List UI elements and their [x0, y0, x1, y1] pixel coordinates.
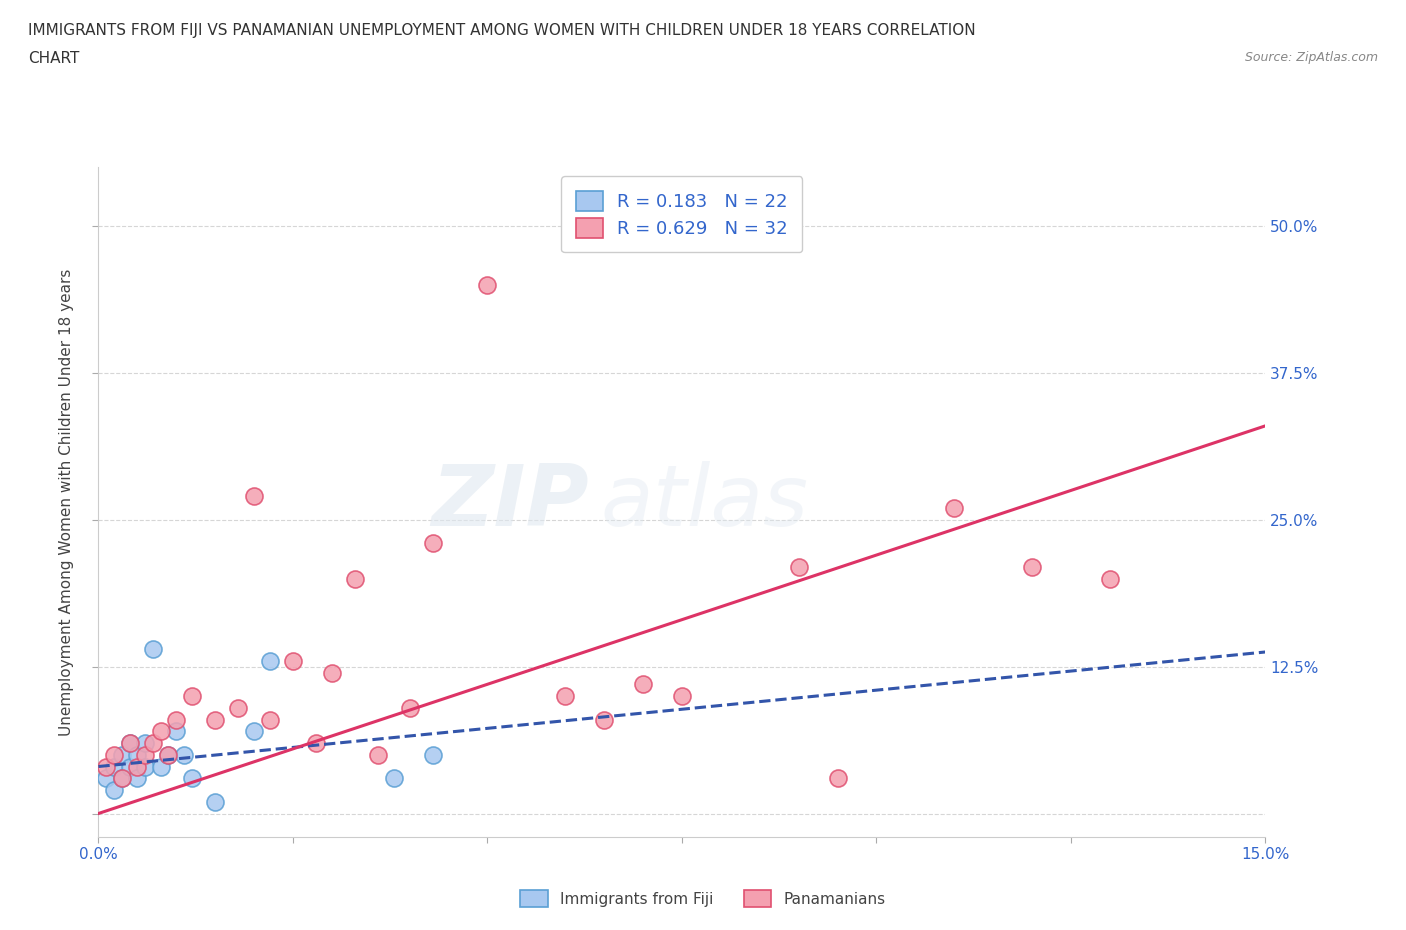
Point: [134, 736, 156, 751]
Point: [631, 677, 654, 692]
Point: [111, 748, 134, 763]
Point: [382, 771, 405, 786]
Point: [118, 759, 141, 774]
Point: [103, 782, 125, 797]
Point: [103, 748, 125, 763]
Y-axis label: Unemployment Among Women with Children Under 18 years: Unemployment Among Women with Children U…: [59, 269, 75, 736]
Legend: R = 0.183   N = 22, R = 0.629   N = 32: R = 0.183 N = 22, R = 0.629 N = 32: [561, 177, 803, 252]
Point: [827, 771, 849, 786]
Text: ZIP: ZIP: [430, 460, 589, 544]
Point: [157, 748, 180, 763]
Legend: Immigrants from Fiji, Panamanians: Immigrants from Fiji, Panamanians: [515, 884, 891, 913]
Point: [134, 759, 156, 774]
Point: [305, 736, 328, 751]
Point: [367, 748, 389, 763]
Text: Source: ZipAtlas.com: Source: ZipAtlas.com: [1244, 51, 1378, 64]
Point: [243, 489, 266, 504]
Point: [593, 712, 616, 727]
Point: [173, 748, 195, 763]
Point: [127, 771, 149, 786]
Point: [134, 748, 156, 763]
Text: atlas: atlas: [600, 460, 808, 544]
Text: CHART: CHART: [28, 51, 80, 66]
Point: [204, 794, 226, 809]
Point: [96, 771, 118, 786]
Point: [554, 688, 576, 703]
Point: [127, 748, 149, 763]
Point: [165, 724, 187, 738]
Point: [118, 736, 141, 751]
Point: [96, 759, 118, 774]
Point: [142, 736, 165, 751]
Point: [671, 688, 693, 703]
Point: [243, 724, 266, 738]
Point: [180, 771, 202, 786]
Point: [165, 712, 187, 727]
Point: [787, 559, 810, 574]
Point: [149, 724, 172, 738]
Point: [422, 536, 444, 551]
Point: [259, 654, 281, 669]
Point: [477, 277, 499, 292]
Point: [111, 771, 134, 786]
Point: [127, 759, 149, 774]
Point: [118, 736, 141, 751]
Point: [142, 642, 165, 657]
Point: [422, 748, 444, 763]
Point: [204, 712, 226, 727]
Point: [149, 759, 172, 774]
Point: [157, 748, 180, 763]
Point: [321, 665, 343, 680]
Point: [281, 654, 304, 669]
Point: [943, 500, 966, 515]
Point: [180, 688, 202, 703]
Point: [259, 712, 281, 727]
Point: [103, 759, 125, 774]
Point: [1021, 559, 1043, 574]
Point: [228, 700, 250, 715]
Text: IMMIGRANTS FROM FIJI VS PANAMANIAN UNEMPLOYMENT AMONG WOMEN WITH CHILDREN UNDER : IMMIGRANTS FROM FIJI VS PANAMANIAN UNEMP…: [28, 23, 976, 38]
Point: [344, 571, 367, 586]
Point: [111, 771, 134, 786]
Point: [1098, 571, 1121, 586]
Point: [398, 700, 420, 715]
